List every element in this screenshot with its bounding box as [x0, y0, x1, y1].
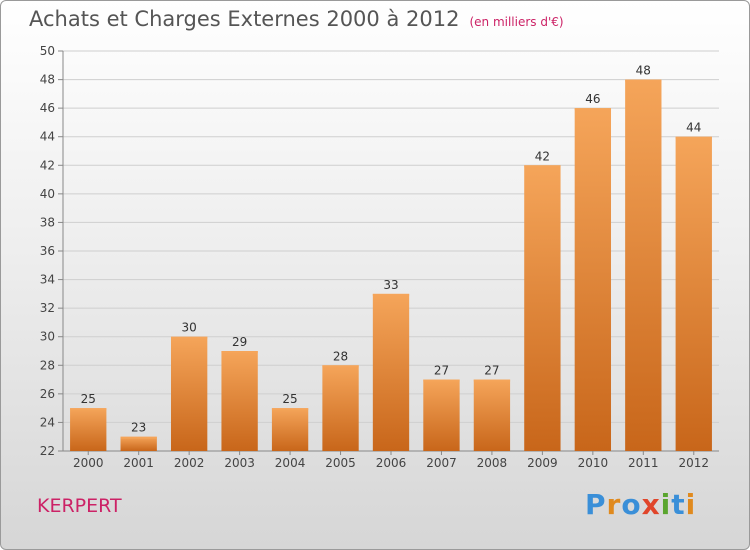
logo-letter: t: [671, 488, 686, 521]
y-tick-label: 26: [40, 387, 55, 401]
bar-2007: [423, 379, 460, 451]
bar-highlight-2009: [524, 165, 561, 168]
bar-2002: [170, 336, 208, 451]
data-label-2006: 33: [383, 278, 398, 292]
bar-2012: [675, 136, 712, 451]
logo-letter: i: [685, 488, 697, 521]
logo-letter: x: [641, 488, 661, 521]
x-tick-label-2011: 2011: [628, 456, 659, 470]
x-tick-label-2012: 2012: [678, 456, 709, 470]
bar-2009: [524, 165, 561, 452]
bar-2008: [473, 379, 511, 451]
y-tick-label: 44: [40, 130, 55, 144]
bar-highlight-2002: [170, 336, 208, 339]
bar-highlight-2012: [675, 136, 712, 139]
x-tick-label-2000: 2000: [73, 456, 104, 470]
proxiti-logo: Proxiti: [585, 488, 696, 521]
commune-name: KERPERT: [37, 495, 122, 517]
y-tick-label: 36: [40, 244, 55, 258]
bar-2010: [574, 108, 612, 452]
y-tick-label: 32: [40, 301, 55, 315]
data-label-2012: 44: [686, 121, 701, 135]
y-tick-label: 24: [40, 415, 55, 429]
bar-highlight-2004: [271, 408, 309, 411]
logo-letter: o: [621, 488, 642, 521]
bar-highlight-2001: [120, 436, 157, 439]
x-tick-label-2003: 2003: [224, 456, 255, 470]
bar-highlight-2007: [423, 379, 460, 382]
x-tick-label-2008: 2008: [477, 456, 508, 470]
y-tick-label: 48: [40, 73, 55, 87]
y-tick-label: 34: [40, 273, 55, 287]
x-tick-label-2010: 2010: [578, 456, 609, 470]
bar-2004: [271, 408, 309, 451]
bar-highlight-2008: [473, 379, 511, 382]
logo-letter: i: [660, 488, 672, 521]
x-tick-label-2002: 2002: [174, 456, 205, 470]
x-tick-label-2004: 2004: [275, 456, 306, 470]
bars: [70, 79, 712, 452]
x-tick-label-2006: 2006: [376, 456, 407, 470]
bar-highlight-2005: [322, 365, 359, 368]
data-labels: 25 23 30 29 25 28 33 27 27 42 46 48 44: [81, 64, 702, 435]
bar-highlight-2010: [574, 108, 612, 111]
bar-2000: [70, 408, 107, 451]
data-label-2003: 29: [232, 335, 247, 349]
bar-2005: [322, 365, 359, 451]
x-axis-ticks: 2000 2001 2002 2003 2004 2005 2006 2007 2008 2009…: [73, 451, 709, 470]
logo-letter: P: [585, 488, 607, 521]
chart-title-text: Achats et Charges Externes 2000 à 2012: [29, 7, 460, 31]
x-tick-label-2001: 2001: [123, 456, 154, 470]
bar-highlight-2006: [372, 293, 410, 296]
y-tick-label: 46: [40, 101, 55, 115]
x-tick-label-2009: 2009: [527, 456, 558, 470]
y-tick-label: 22: [40, 444, 55, 458]
chart-title: Achats et Charges Externes 2000 à 2012 (e…: [29, 7, 564, 31]
data-label-2002: 30: [182, 321, 197, 335]
y-tick-label: 28: [40, 358, 55, 372]
chart-unit: (en milliers d'€): [469, 15, 564, 29]
bar-2006: [372, 293, 410, 451]
data-label-2001: 23: [131, 421, 146, 435]
data-label-2005: 28: [333, 349, 348, 363]
data-label-2000: 25: [81, 392, 96, 406]
data-label-2007: 27: [434, 364, 449, 378]
y-tick-label: 38: [40, 215, 55, 229]
y-tick-label: 42: [40, 158, 55, 172]
data-label-2011: 48: [636, 64, 651, 78]
x-tick-label-2007: 2007: [426, 456, 457, 470]
logo-letter: r: [606, 488, 622, 521]
bar-highlight-2003: [221, 351, 258, 353]
data-label-2010: 46: [585, 92, 600, 106]
y-tick-label: 40: [40, 187, 55, 201]
x-tick-label-2005: 2005: [325, 456, 356, 470]
y-tick-label: 30: [40, 330, 55, 344]
y-tick-label: 50: [40, 44, 55, 58]
bar-2003: [221, 351, 258, 451]
bar-2011: [625, 79, 662, 452]
data-label-2009: 42: [535, 149, 550, 163]
bar-highlight-2011: [625, 79, 662, 82]
data-label-2004: 25: [282, 392, 297, 406]
bar-highlight-2000: [70, 408, 107, 411]
data-label-2008: 27: [484, 364, 499, 378]
bar-2001: [120, 436, 157, 451]
